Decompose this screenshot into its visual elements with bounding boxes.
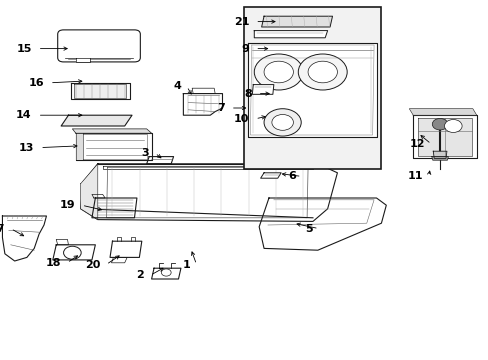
Text: 7: 7 [217, 103, 224, 113]
Polygon shape [53, 245, 95, 260]
Circle shape [298, 54, 346, 90]
Text: 9: 9 [241, 44, 249, 54]
Polygon shape [192, 88, 215, 94]
Circle shape [254, 54, 303, 90]
Text: 4: 4 [173, 81, 181, 91]
Text: 16: 16 [28, 78, 44, 88]
Circle shape [264, 61, 293, 83]
Polygon shape [408, 109, 476, 115]
Text: 6: 6 [287, 171, 295, 181]
Polygon shape [81, 164, 337, 221]
Text: 1: 1 [183, 260, 190, 270]
Polygon shape [252, 85, 273, 94]
Polygon shape [76, 133, 83, 160]
Polygon shape [254, 31, 327, 38]
Polygon shape [74, 84, 126, 98]
Polygon shape [2, 216, 46, 261]
Polygon shape [76, 58, 90, 62]
Polygon shape [61, 115, 132, 126]
Polygon shape [417, 118, 471, 156]
Polygon shape [412, 115, 476, 158]
Polygon shape [76, 133, 151, 160]
Circle shape [63, 246, 81, 259]
Text: 20: 20 [85, 260, 100, 270]
Polygon shape [92, 198, 137, 218]
Polygon shape [56, 239, 68, 245]
Polygon shape [110, 241, 142, 257]
Polygon shape [259, 198, 386, 250]
Polygon shape [151, 268, 181, 279]
Text: 2: 2 [136, 270, 144, 280]
Text: 11: 11 [407, 171, 422, 181]
Bar [244, 7, 381, 169]
Text: 12: 12 [409, 139, 425, 149]
Polygon shape [81, 164, 98, 220]
Circle shape [161, 269, 171, 276]
Polygon shape [183, 94, 222, 115]
Text: 13: 13 [19, 143, 34, 153]
Polygon shape [92, 194, 105, 198]
Text: 15: 15 [17, 44, 32, 54]
FancyBboxPatch shape [58, 30, 140, 62]
Polygon shape [71, 83, 129, 99]
Circle shape [431, 118, 447, 130]
Text: 21: 21 [233, 17, 249, 27]
Polygon shape [431, 157, 447, 160]
Polygon shape [248, 43, 376, 137]
Polygon shape [261, 16, 332, 27]
Polygon shape [260, 173, 281, 178]
Text: 8: 8 [244, 89, 251, 99]
Polygon shape [111, 257, 127, 263]
Text: 17: 17 [0, 224, 5, 234]
Circle shape [271, 114, 293, 130]
Text: 10: 10 [234, 114, 249, 124]
Text: 19: 19 [60, 200, 76, 210]
Polygon shape [72, 129, 151, 133]
Circle shape [264, 109, 301, 136]
Text: 14: 14 [16, 110, 32, 120]
Circle shape [307, 61, 337, 83]
Polygon shape [146, 157, 173, 164]
Text: 5: 5 [305, 224, 312, 234]
Polygon shape [432, 151, 446, 158]
Text: 3: 3 [141, 148, 149, 158]
Text: 18: 18 [45, 258, 61, 268]
Circle shape [444, 120, 461, 132]
